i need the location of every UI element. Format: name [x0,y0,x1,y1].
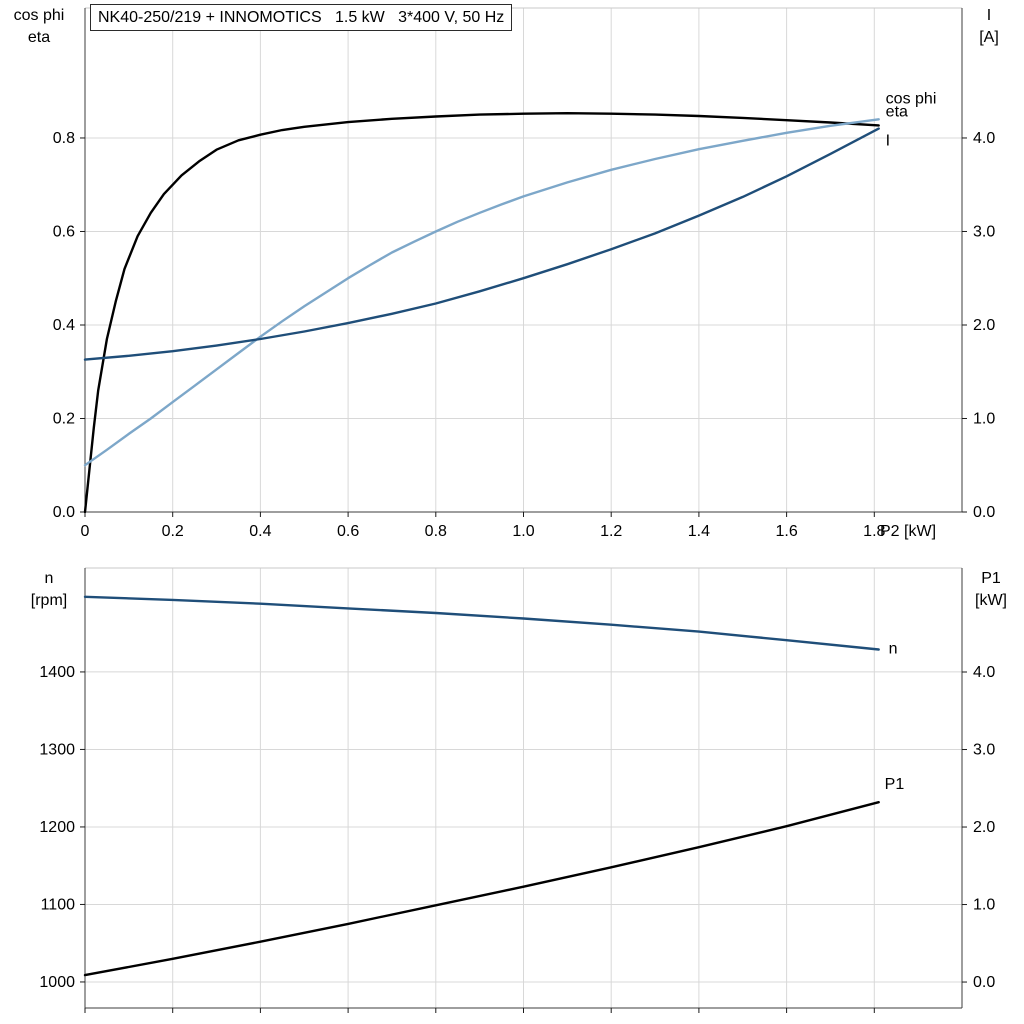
y-left-tick-label: 1200 [39,819,75,836]
y-right-tick-label: 4.0 [973,130,995,147]
bottom-chart: 1000 1100 1200 1300 1400 0.0 1.0 2.0 3.0 4.0 n P1 [39,567,995,1013]
y-left-tick-label: 1400 [39,664,75,681]
axis-title-current-unit: [A] [979,29,999,46]
series-label-eta: eta [886,103,908,120]
x-tick-label: 0.2 [162,523,184,540]
y-right-tick-label: 2.0 [973,819,995,836]
top-right-axis-title: I [A] [960,5,1018,49]
axis-title-speed: n [44,570,54,587]
x-tick-label: 0 [81,523,90,540]
series-curve-I [83,127,880,361]
series-curve-eta [83,111,880,514]
y-left-tick-label: 0.4 [53,317,75,334]
x-tick-label: 1.8 [863,523,885,540]
axis-title-speed-unit: [rpm] [30,592,68,609]
x-tick-label: 0.4 [249,523,271,540]
y-left-tick-label: 0.6 [53,223,75,240]
x-axis-label: P2 [kW] [880,523,937,540]
y-right-tick-label: 2.0 [973,317,995,334]
y-left-tick-label: 1000 [39,974,75,991]
y-left-tick-label: 1100 [41,896,76,913]
y-right-tick-label: 3.0 [973,742,995,759]
y-right-tick-label: 4.0 [973,664,995,681]
top-chart: 0 0.2 0.4 0.6 0.8 1.0 1.2 1.4 1.6 1.8 0.0 0.2 0.4 0.6… [53,7,995,540]
series-curve-P1 [83,801,880,977]
y-right-tick-label: 0.0 [973,974,995,991]
y-right-tick-label: 0.0 [973,504,995,521]
bottom-left-axis-title: n [rpm] [10,568,88,612]
series-label-cos-phi: cos phi [886,90,937,107]
series-curve-cos-phi [83,118,880,467]
x-tick-label: 1.0 [512,523,534,540]
axis-title-cos-phi: cos phi [13,7,65,24]
y-left-tick-label: 0.8 [53,130,75,147]
y-right-tick-label: 1.0 [973,410,995,427]
y-left-tick-label: 1300 [39,741,75,758]
x-tick-label: 1.6 [775,523,797,540]
axis-title-current: I [986,7,992,24]
x-tick-label: 0.8 [425,523,447,540]
y-right-tick-label: 1.0 [973,897,995,914]
y-left-tick-label: 0.2 [53,410,75,427]
y-left-tick-label: 0.0 [53,504,75,521]
y-right-tick-label: 3.0 [973,223,995,240]
x-tick-label: 0.6 [337,523,359,540]
axis-title-eta: eta [27,29,51,46]
series-curve-n [83,595,880,651]
axis-title-p1: P1 [981,570,1001,587]
top-left-axis-title: cos phi eta [0,5,78,49]
series-label-P1: P1 [885,776,905,793]
series-label-I: I [886,133,890,150]
bottom-right-axis-title: P1 [kW] [962,568,1020,612]
chart-title-box: NK40-250/219 + INNOMOTICS 1.5 kW 3*400 V… [90,4,513,31]
series-label-n: n [889,640,898,657]
x-tick-label: 1.4 [688,523,710,540]
axis-title-p1-unit: [kW] [975,592,1007,609]
x-tick-label: 1.2 [600,523,622,540]
